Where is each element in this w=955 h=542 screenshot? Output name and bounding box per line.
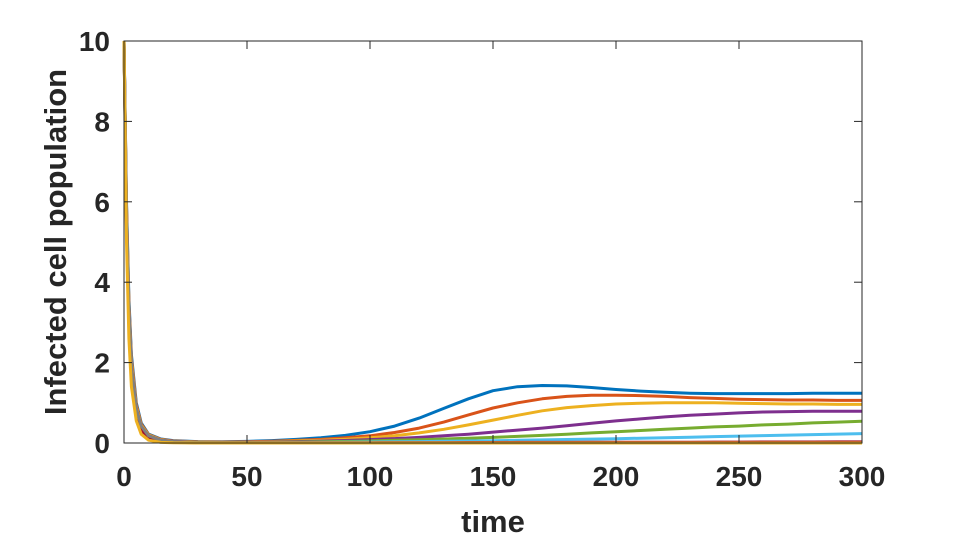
x-tick-label: 0 (116, 461, 132, 492)
axis-ticks: 0 50 100 150 200 250 300 0 2 4 6 8 10 (79, 26, 886, 492)
y-tick-label: 10 (79, 26, 110, 57)
y-tick-label: 4 (94, 267, 110, 298)
x-tick-label: 100 (347, 461, 394, 492)
y-tick-label: 8 (94, 106, 110, 137)
y-tick-label: 0 (94, 428, 110, 459)
y-tick-label: 2 (94, 348, 110, 379)
series-lines (122, 40, 863, 445)
x-tick-label: 250 (716, 461, 763, 492)
x-tick-label: 200 (593, 461, 640, 492)
x-tick-label: 50 (231, 461, 262, 492)
y-axis-label: Infected cell population (38, 69, 73, 415)
x-tick-label: 300 (839, 461, 886, 492)
x-axis-label: time (461, 504, 525, 539)
y-tick-label: 6 (94, 187, 110, 218)
x-tick-label: 150 (470, 461, 517, 492)
plot-area-frame (123, 40, 863, 444)
